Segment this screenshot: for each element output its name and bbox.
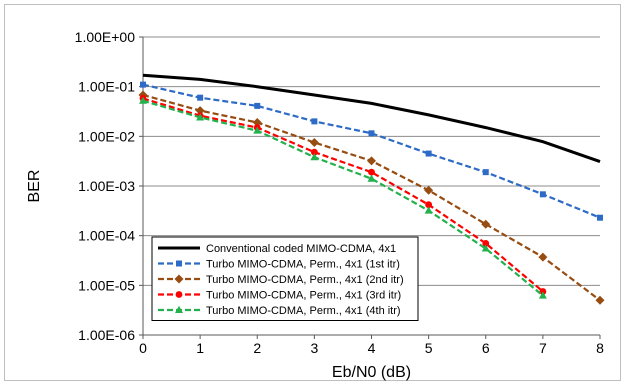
series-line — [142, 73, 601, 164]
x-tick-label: 3 — [310, 340, 318, 356]
x-tick-label: 2 — [253, 340, 261, 356]
data-point — [424, 206, 433, 214]
x-tick-label: 6 — [482, 340, 490, 356]
data-point — [539, 191, 546, 198]
legend-swatch-marker — [176, 260, 182, 267]
data-point — [139, 96, 147, 104]
data-point — [367, 174, 376, 182]
data-point — [482, 169, 489, 176]
series-line — [142, 83, 601, 219]
y-tick-label: 1.00E-03 — [78, 178, 135, 194]
data-point — [252, 117, 262, 127]
axis-layer: 1.00E+00 1.00E-01 1.00E-02 1.00E-03 1.00E-04… — [75, 29, 604, 356]
data-point — [195, 106, 205, 116]
data-point — [310, 153, 319, 161]
x-tick-label: 7 — [539, 340, 547, 356]
series-3 — [138, 90, 605, 305]
series-line — [142, 99, 544, 297]
data-point — [368, 168, 375, 176]
series-line — [142, 97, 544, 293]
data-point — [481, 219, 491, 229]
x-tick-label: 4 — [368, 340, 376, 356]
data-point — [254, 102, 261, 109]
x-tick-label: 8 — [596, 340, 604, 356]
x-axis-title: Eb/N0 (dB) — [332, 364, 411, 381]
series-1 — [142, 73, 601, 164]
data-point — [424, 185, 434, 195]
data-point — [309, 138, 319, 148]
y-axis-title: BER — [26, 170, 43, 203]
data-point — [595, 295, 605, 305]
data-point — [196, 113, 205, 121]
series-layer — [138, 73, 605, 305]
legend-swatch-marker — [175, 291, 183, 298]
y-tick-label: 1.00E+00 — [75, 29, 136, 45]
legend: Conventional coded MIMO-CDMA, 4x1 Turbo M… — [151, 236, 419, 321]
x-tick-label: 1 — [196, 340, 204, 356]
legend-label: Turbo MIMO-CDMA, Perm., 4x1 (3rd itr) — [206, 290, 401, 302]
y-tick-label: 1.00E-05 — [78, 277, 135, 293]
series-4 — [139, 95, 547, 295]
series-2 — [140, 81, 603, 221]
x-tick-label: 5 — [425, 340, 433, 356]
legend-label: Turbo MIMO-CDMA, Perm., 4x1 (2nd itr) — [206, 274, 404, 286]
data-point — [425, 150, 432, 157]
data-point — [367, 156, 376, 166]
y-tick-label: 1.00E-04 — [78, 228, 135, 244]
data-point — [481, 244, 490, 252]
data-point — [538, 252, 548, 262]
data-point — [368, 130, 375, 137]
legend-label: Turbo MIMO-CDMA, Perm., 4x1 (4th itr) — [206, 305, 401, 317]
data-point — [597, 214, 603, 221]
data-point — [310, 148, 318, 156]
series-5 — [139, 96, 547, 299]
y-tick-label: 1.00E-06 — [78, 327, 135, 343]
y-tick-label: 1.00E-02 — [78, 128, 135, 144]
data-point — [482, 239, 490, 247]
legend-swatch-marker — [174, 274, 184, 284]
data-point — [197, 94, 204, 101]
data-point — [425, 201, 433, 209]
legend-swatch-marker — [175, 305, 183, 313]
x-tick-label: 0 — [139, 340, 147, 356]
legend-label: Conventional coded MIMO-CDMA, 4x1 — [206, 243, 396, 255]
data-point — [538, 291, 547, 299]
data-point — [140, 81, 146, 88]
legend-label: Turbo MIMO-CDMA, Perm., 4x1 (1st itr) — [206, 259, 400, 271]
data-point — [253, 126, 262, 134]
data-point — [311, 118, 318, 125]
y-tick-label: 1.00E-01 — [78, 79, 135, 95]
